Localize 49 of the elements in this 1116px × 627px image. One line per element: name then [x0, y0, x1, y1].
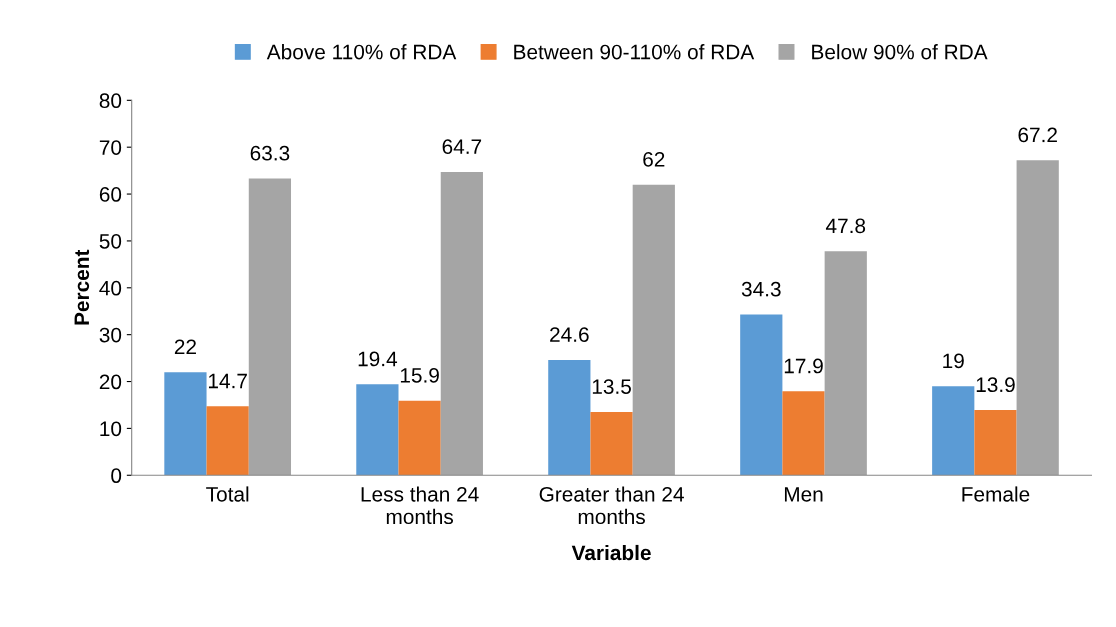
- data-label: 63.3: [250, 145, 290, 161]
- y-tick-label: 30: [99, 327, 122, 343]
- y-tick-label: 80: [99, 93, 122, 109]
- data-label: 47.8: [825, 218, 866, 234]
- x-tick-label: Less than 24 months: [361, 486, 479, 525]
- y-axis-title: Percent: [74, 249, 90, 325]
- x-axis-title: Variable: [571, 544, 651, 561]
- data-label: 34.3: [741, 281, 781, 297]
- x-tick-label: Men: [784, 487, 823, 502]
- data-label: 19: [943, 353, 964, 369]
- y-tick-label: 0: [111, 468, 122, 484]
- bar: [632, 184, 675, 476]
- data-label: 22: [174, 339, 196, 354]
- bar: [932, 386, 975, 476]
- data-label: 17.9: [784, 358, 823, 374]
- bar: [398, 400, 441, 476]
- legend-label: Below 90% of RDA: [812, 44, 988, 60]
- bar: [974, 410, 1017, 476]
- bar: [590, 411, 633, 476]
- legend-label: Above 110% of RDA: [266, 44, 457, 60]
- data-label: 64.7: [442, 139, 482, 155]
- y-tick-label: 20: [99, 374, 122, 390]
- data-label: 13.9: [976, 377, 1015, 393]
- data-label: 14.7: [208, 373, 247, 389]
- y-tick-label: 70: [99, 140, 122, 155]
- bar: [164, 372, 207, 476]
- bar: [548, 359, 591, 476]
- y-tick-label: 60: [99, 187, 122, 202]
- x-tick-label: Total: [206, 486, 249, 502]
- bar: [740, 314, 783, 476]
- bar: [1016, 160, 1059, 476]
- y-tick-label: 40: [99, 280, 122, 296]
- data-label: 24.6: [550, 327, 589, 342]
- y-tick-label: 10: [100, 421, 122, 437]
- bar: [356, 384, 399, 476]
- legend-label: Between 90-110% of RDA: [514, 44, 755, 60]
- data-label: 19.4: [358, 351, 398, 367]
- x-tick-label: Female: [962, 486, 1030, 502]
- data-label: 13.5: [592, 379, 631, 394]
- x-tick-label: Greater than 24 months: [539, 486, 684, 525]
- bar: [206, 406, 249, 476]
- bar: [824, 251, 867, 476]
- bar: [248, 178, 292, 476]
- bar: [782, 391, 825, 476]
- data-label: 67.2: [1018, 127, 1057, 143]
- bar: [440, 172, 483, 476]
- y-tick-label: 50: [99, 233, 122, 249]
- data-label: 15.9: [400, 367, 439, 383]
- data-label: 62: [643, 151, 665, 167]
